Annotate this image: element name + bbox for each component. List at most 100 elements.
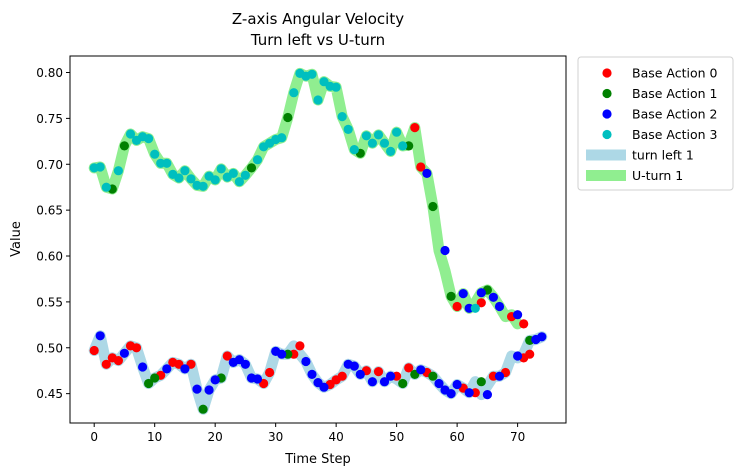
data-point	[446, 291, 456, 301]
data-point	[361, 131, 371, 141]
y-tick-label: 0.80	[36, 66, 63, 80]
data-point	[416, 365, 426, 375]
data-point	[240, 359, 250, 369]
legend-label: Base Action 1	[632, 86, 718, 101]
data-point	[192, 384, 202, 394]
data-point	[119, 141, 129, 151]
x-axis-label: Time Step	[284, 452, 351, 467]
data-point	[174, 173, 184, 183]
data-point	[216, 164, 226, 174]
data-point	[392, 127, 402, 137]
data-point	[144, 378, 154, 389]
x-tick-label: 20	[208, 430, 223, 444]
data-point	[398, 141, 408, 151]
data-point	[289, 88, 299, 98]
data-point	[398, 378, 408, 389]
y-axis-label: Value	[9, 221, 24, 257]
data-point	[228, 168, 238, 178]
legend-marker	[602, 68, 612, 78]
data-point	[452, 379, 462, 390]
data-point	[283, 112, 293, 123]
data-point	[404, 363, 414, 373]
points-layer	[89, 68, 547, 414]
data-point	[301, 356, 311, 367]
data-point	[355, 369, 365, 379]
y-tick-label: 0.50	[36, 341, 63, 355]
data-point	[337, 371, 347, 381]
y-tick-label: 0.45	[36, 387, 63, 401]
legend-marker	[602, 88, 612, 99]
data-point	[295, 341, 305, 351]
data-point	[458, 289, 468, 299]
legend-marker	[602, 129, 612, 140]
data-point	[307, 369, 317, 379]
chart-title: Z-axis Angular Velocity	[232, 10, 404, 28]
data-point	[150, 373, 160, 383]
chart-subtitle: Turn left vs U-turn	[250, 31, 385, 49]
data-point	[476, 288, 486, 298]
y-tick-label: 0.55	[36, 295, 63, 309]
legend-line-swatch	[586, 149, 626, 161]
x-tick-label: 30	[268, 430, 283, 444]
data-point	[234, 177, 244, 187]
legend-label: turn left 1	[632, 148, 694, 163]
plot-frame	[69, 55, 567, 424]
legend: Base Action 0 Base Action 1 Base Action 2 B…	[577, 56, 734, 191]
data-point	[482, 390, 492, 400]
data-point	[204, 385, 214, 395]
data-point	[138, 362, 148, 372]
data-point	[416, 162, 426, 172]
data-point	[119, 348, 129, 358]
y-axis: 0.45 0.50 0.55 0.60 0.65 0.70 0.75 0.80	[36, 66, 70, 401]
data-point	[525, 349, 535, 359]
x-tick-label: 50	[389, 430, 404, 444]
x-axis: 0 10 20 30 40 50 60 70	[90, 423, 525, 444]
data-point	[373, 367, 384, 377]
data-point	[101, 182, 111, 192]
x-tick-label: 70	[510, 430, 525, 444]
data-point	[265, 367, 275, 378]
data-point	[379, 377, 390, 387]
legend-marker	[602, 109, 612, 119]
series-line-1	[88, 67, 524, 330]
data-point	[162, 158, 172, 168]
data-point	[150, 149, 160, 159]
data-point	[410, 123, 420, 133]
data-point	[95, 331, 105, 341]
y-tick-label: 0.70	[36, 158, 63, 172]
data-point	[125, 129, 136, 139]
data-point	[113, 166, 123, 176]
data-point	[494, 301, 505, 312]
data-point	[434, 378, 444, 389]
data-point	[113, 356, 123, 366]
data-point	[162, 364, 172, 374]
data-point	[277, 349, 287, 359]
data-point	[428, 201, 438, 212]
legend-label: Base Action 3	[632, 127, 718, 142]
data-point	[198, 181, 208, 191]
data-point	[210, 175, 220, 185]
data-point	[422, 168, 432, 178]
data-point	[337, 112, 347, 122]
data-point	[513, 351, 523, 361]
data-point	[313, 95, 323, 105]
data-point	[452, 301, 462, 312]
data-point	[513, 310, 523, 320]
data-point	[331, 82, 341, 92]
data-point	[349, 361, 359, 371]
data-point	[277, 133, 287, 143]
data-point	[386, 371, 396, 381]
x-tick-label: 40	[329, 430, 344, 444]
data-point	[180, 364, 190, 374]
legend-label: Base Action 2	[632, 107, 718, 122]
legend-label: Base Action 0	[632, 66, 718, 81]
data-point	[488, 292, 498, 302]
data-point	[386, 146, 396, 156]
data-point	[222, 351, 232, 361]
data-point	[494, 371, 505, 381]
data-point	[95, 162, 105, 172]
data-point	[252, 155, 263, 165]
y-tick-label: 0.60	[36, 250, 63, 264]
data-point	[519, 319, 529, 329]
